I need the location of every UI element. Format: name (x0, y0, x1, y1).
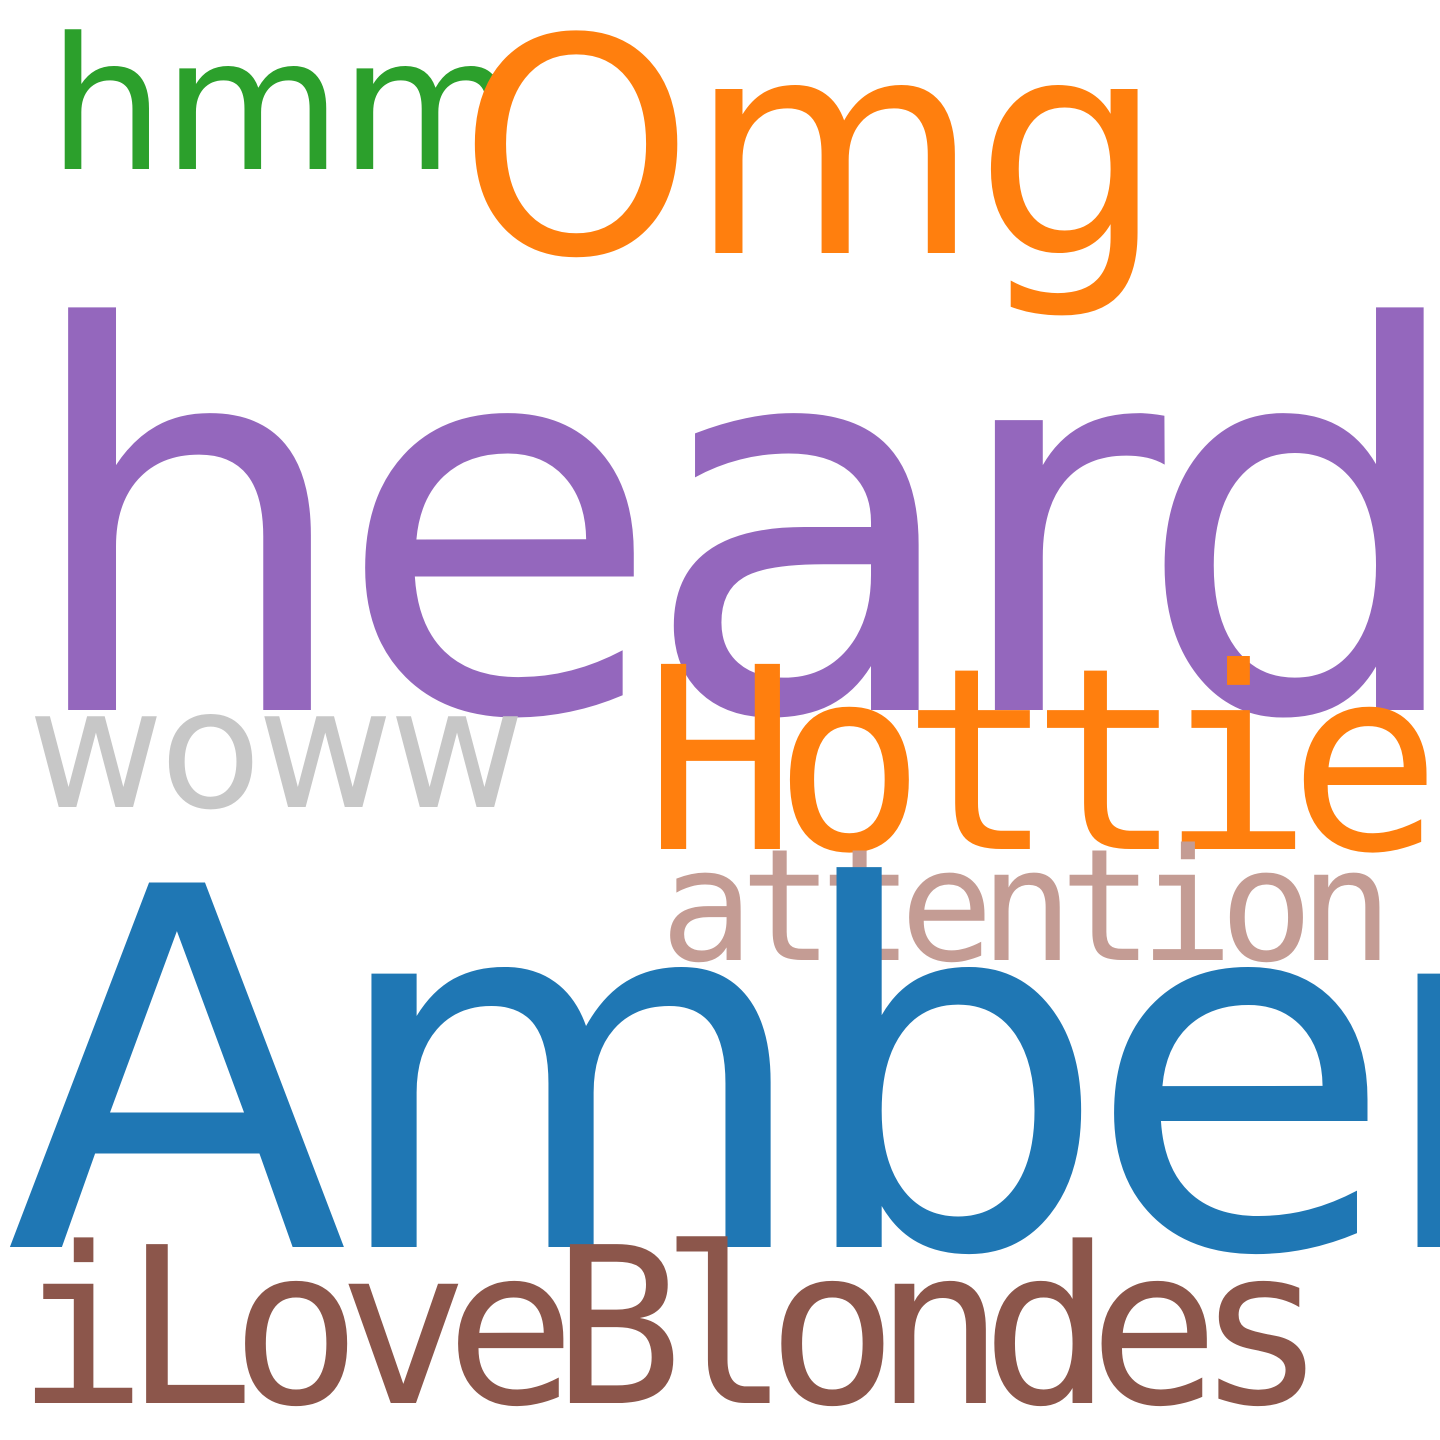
word-woww: woww (28, 654, 525, 847)
word-hmm: hmm (48, 0, 519, 213)
word-ilove-blondes: iLoveBlondes (16, 1202, 1327, 1440)
word-hottie: Hottie (644, 613, 1440, 909)
word-amber: Amber (6, 783, 1440, 1365)
word-omg: Omg (458, 0, 1165, 324)
word-attention: attention (660, 815, 1393, 997)
word-heard: heard (20, 218, 1440, 835)
